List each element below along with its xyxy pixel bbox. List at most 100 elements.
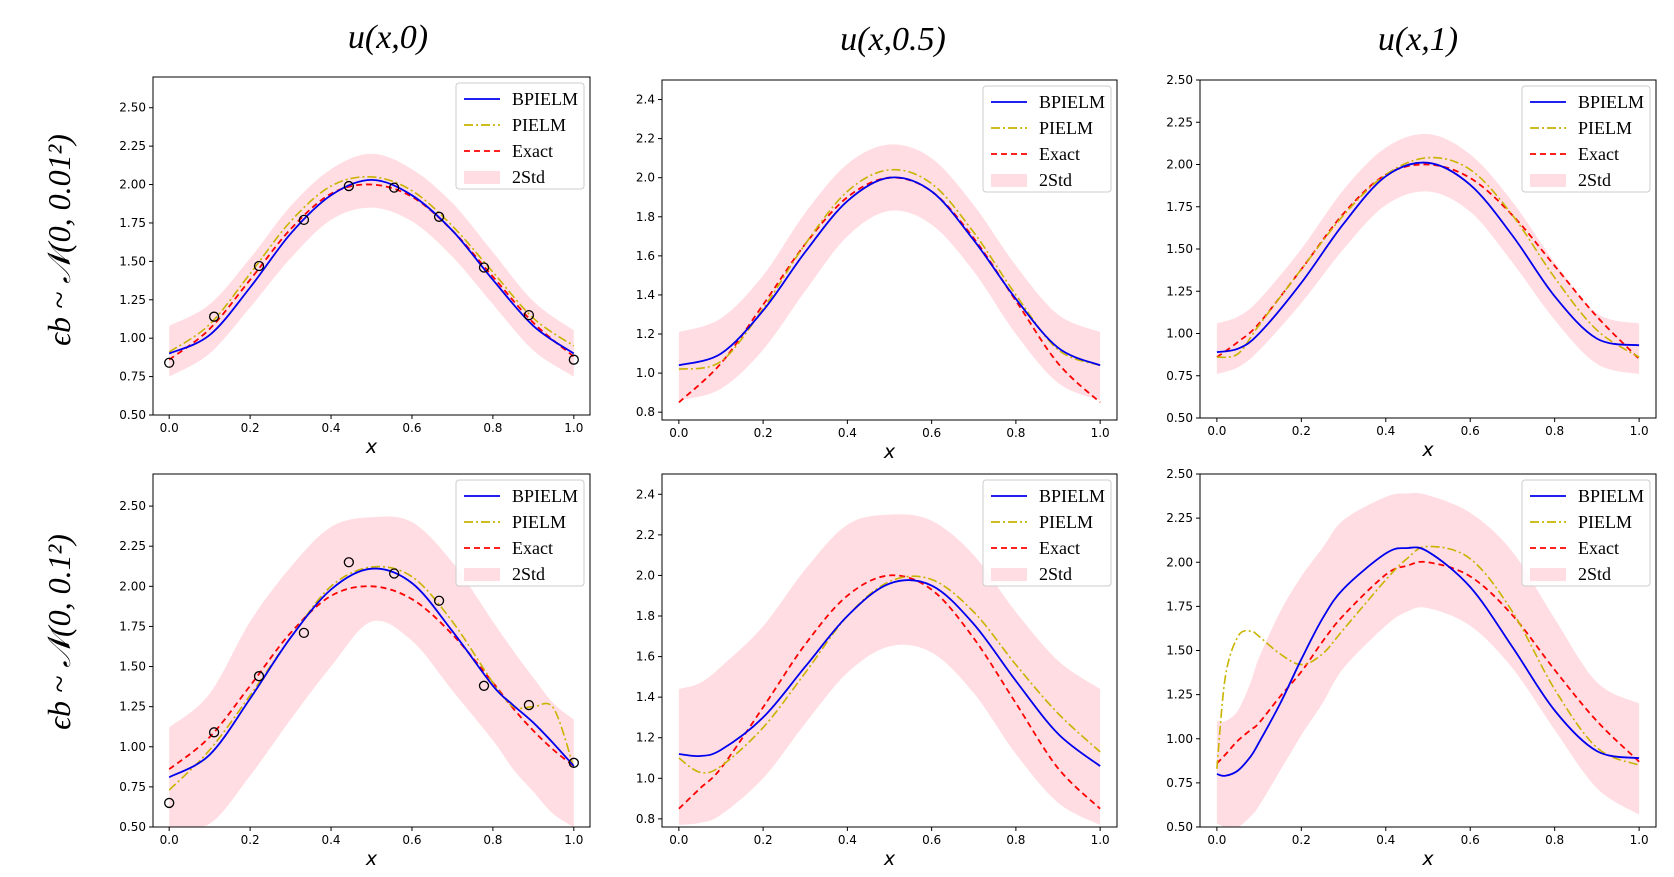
y-tick-label: 1.75 — [1166, 200, 1193, 214]
y-tick-label: 1.75 — [1166, 599, 1193, 613]
subplot-r2c2: 0.0 0.2 0.4 0.6 0.8 1.0 0.8 1.0 1.2 1.4 1.6 1.8 2.0 2… — [636, 473, 1118, 870]
y-tick-label: 0.75 — [1166, 369, 1193, 383]
line-bpielm — [678, 579, 1101, 767]
legend-box — [1521, 85, 1651, 193]
x-tick-label: 0.4 — [321, 833, 340, 847]
legend-bpielm-label: BPIELM — [512, 89, 578, 109]
legend-exact-label: Exact — [1039, 538, 1080, 558]
axes-frame — [661, 473, 1118, 828]
legend: BPIELM PIELM Exact 2Std — [455, 479, 585, 587]
legend-2std-swatch — [464, 171, 500, 184]
y-tick-label: 1.2 — [636, 327, 655, 341]
y-tick-label: 1.00 — [1166, 327, 1193, 341]
x-tick-label: 0.8 — [483, 421, 502, 435]
x-axis-label: x — [1421, 848, 1434, 870]
observation-marker — [253, 260, 265, 272]
band-2std — [678, 514, 1101, 825]
legend-exact-label: Exact — [1039, 144, 1080, 164]
subplot-r1c3: 0.0 0.2 0.4 0.6 0.8 1.0 0.50 0.75 1.00 1.25 1.50 1.… — [1166, 73, 1657, 461]
legend: BPIELM PIELM Exact 2Std — [982, 479, 1112, 587]
observation-marker — [433, 211, 445, 222]
y-tick-label: 1.00 — [119, 331, 146, 345]
y-tick-label: 0.8 — [636, 812, 655, 826]
x-tick-label: 0.0 — [160, 833, 179, 847]
legend-2std-label: 2Std — [512, 564, 545, 584]
y-tick-label: 2.00 — [1166, 555, 1193, 569]
y-tick-label: 1.25 — [119, 700, 146, 714]
band-2std — [169, 153, 574, 377]
legend: BPIELM PIELM Exact 2Std — [455, 82, 585, 190]
y-tick-label: 2.0 — [636, 171, 655, 185]
x-axis-label: x — [883, 441, 896, 463]
observation-marker — [164, 357, 175, 368]
x-axis-label: x — [1421, 439, 1434, 461]
y-tick-label: 1.75 — [119, 216, 146, 230]
x-tick-label: 0.0 — [669, 426, 688, 440]
legend-pielm-label: PIELM — [512, 115, 566, 135]
y-tick-label: 1.4 — [636, 288, 655, 302]
line-bpielm — [678, 176, 1101, 367]
observation-marker — [343, 180, 354, 192]
x-tick-label: 0.8 — [1006, 426, 1025, 440]
y-tick-label: 1.00 — [119, 740, 146, 754]
x-axis-label: x — [365, 436, 378, 458]
y-tick-label: 2.25 — [119, 539, 146, 553]
observation-marker — [208, 311, 220, 322]
legend-2std-swatch — [991, 568, 1027, 581]
x-tick-label: 0.4 — [321, 421, 340, 435]
legend-box — [455, 82, 585, 190]
legend-2std-swatch — [464, 568, 500, 581]
x-axis-label: x — [365, 848, 378, 870]
x-tick-label: 1.0 — [1630, 833, 1649, 847]
observation-marker — [523, 699, 535, 711]
observation-marker — [568, 354, 579, 365]
y-tick-label: 2.2 — [636, 132, 655, 146]
x-tick-label: 1.0 — [1630, 424, 1649, 438]
y-tick-label: 1.50 — [119, 660, 146, 674]
legend-box — [1521, 479, 1651, 587]
observation-marker — [253, 671, 265, 682]
y-tick-label: 0.75 — [1166, 776, 1193, 790]
y-tick-label: 1.6 — [636, 650, 655, 664]
y-tick-label: 0.50 — [119, 408, 146, 422]
legend-pielm-label: PIELM — [512, 512, 566, 532]
x-tick-label: 0.8 — [483, 833, 502, 847]
band-2std — [1216, 492, 1640, 827]
legend-bpielm-label: BPIELM — [1578, 486, 1644, 506]
observation-marker — [208, 727, 220, 738]
legend-box — [455, 479, 585, 587]
y-tick-label: 2.50 — [119, 499, 146, 513]
x-tick-label: 1.0 — [564, 421, 583, 435]
y-tick-label: 0.50 — [119, 820, 146, 834]
x-tick-label: 0.2 — [241, 421, 260, 435]
legend-bpielm-label: BPIELM — [1039, 486, 1105, 506]
y-tick-label: 2.50 — [1166, 467, 1193, 481]
row-label-noise-01: ϵb ~ 𝒩(0, 0.1²) — [41, 534, 77, 730]
legend-2std-label: 2Std — [1578, 564, 1611, 584]
x-tick-label: 0.4 — [1376, 424, 1395, 438]
line-bpielm — [168, 178, 575, 355]
line-exact — [1216, 163, 1640, 360]
y-tick-label: 1.2 — [636, 731, 655, 745]
legend-exact-label: Exact — [512, 141, 553, 161]
y-tick-label: 2.4 — [636, 487, 655, 501]
y-tick-label: 2.2 — [636, 528, 655, 542]
line-exact — [678, 574, 1101, 810]
line-pielm — [168, 175, 575, 353]
y-tick-label: 1.8 — [636, 609, 655, 623]
x-tick-label: 0.6 — [402, 421, 421, 435]
line-bpielm — [168, 567, 575, 779]
y-tick-label: 2.00 — [119, 178, 146, 192]
y-tick-label: 2.25 — [1166, 115, 1193, 129]
observation-marker — [164, 797, 175, 809]
y-tick-label: 0.75 — [119, 370, 146, 384]
subplot-grid: 0.0 0.2 0.4 0.6 0.8 1.0 0.50 0.75 1.00 1.25 1.50 1.… — [119, 73, 1657, 870]
line-exact — [1216, 560, 1640, 765]
line-bpielm — [1216, 161, 1640, 353]
row-label-noise-001: ϵb ~ 𝒩(0, 0.01²) — [41, 134, 77, 346]
x-tick-label: 0.0 — [160, 421, 179, 435]
y-tick-label: 1.25 — [1166, 284, 1193, 298]
observation-marker — [343, 557, 354, 568]
y-tick-label: 1.50 — [1166, 644, 1193, 658]
y-tick-label: 1.0 — [636, 366, 655, 380]
